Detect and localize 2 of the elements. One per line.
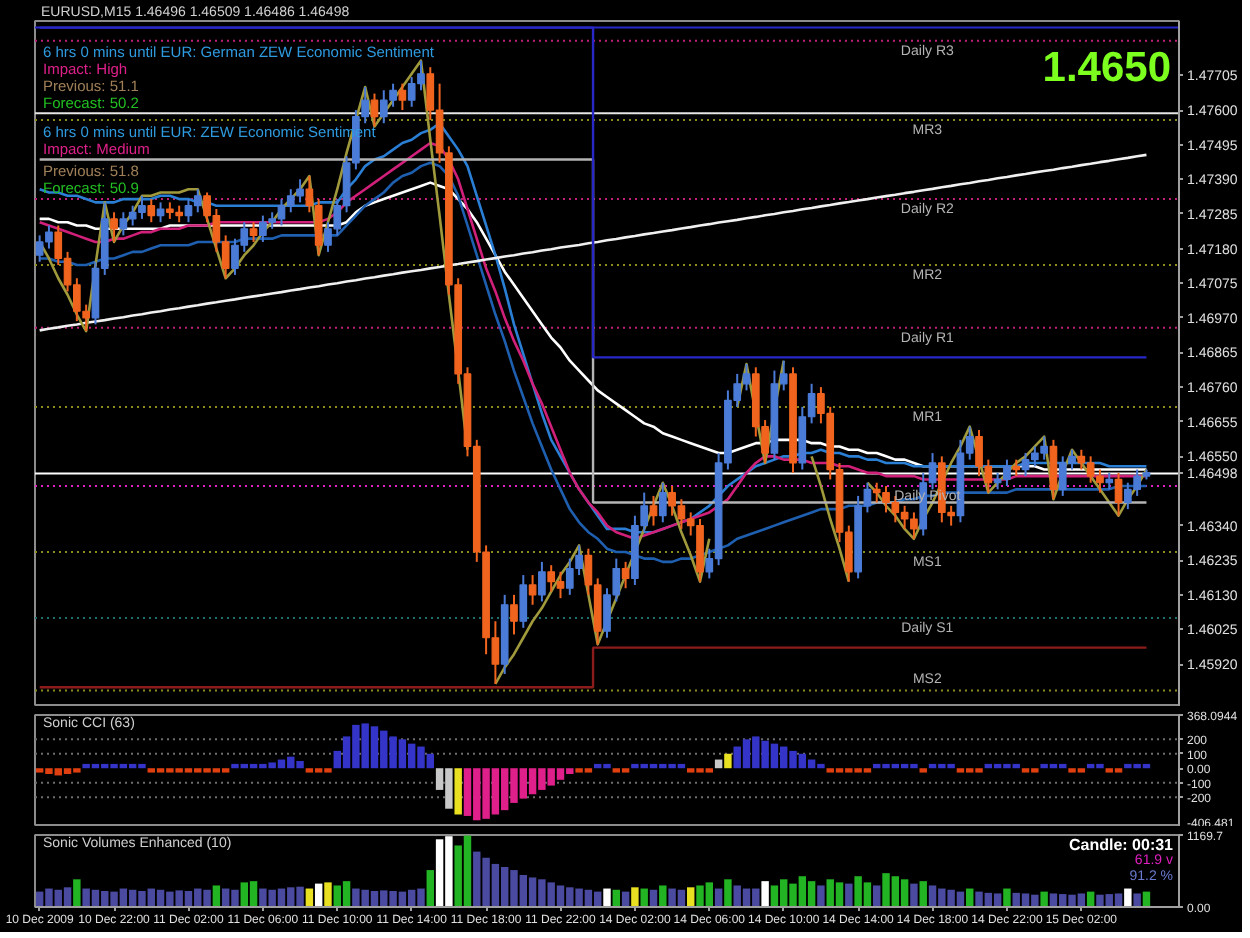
annotation: 1.4650 xyxy=(1042,45,1172,91)
annotation: Candle: 00:31 xyxy=(1068,836,1175,854)
